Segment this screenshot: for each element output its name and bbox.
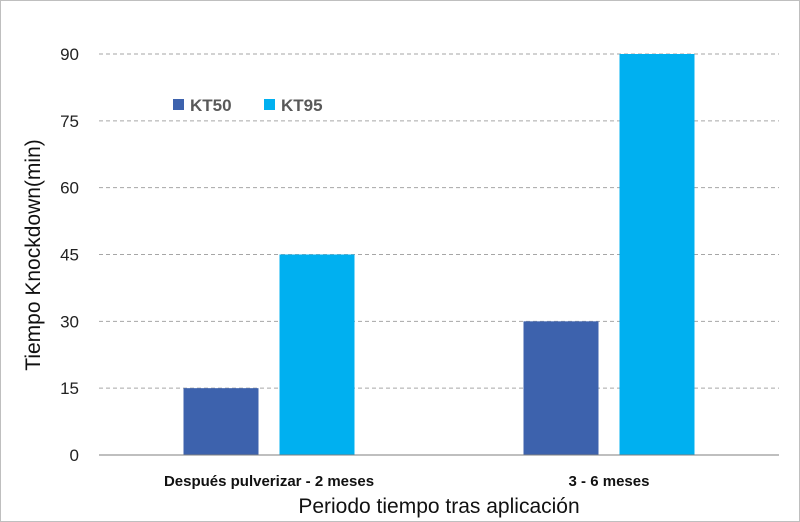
x-axis-title: Periodo tiempo tras aplicación bbox=[298, 495, 579, 518]
y-tick-labels: 0 15 30 45 60 75 90 bbox=[60, 45, 79, 465]
y-axis-title: Tiempo Knockdown(min) bbox=[22, 139, 45, 370]
y-tick-label: 30 bbox=[60, 312, 79, 331]
gridlines bbox=[99, 53, 779, 389]
y-tick-label: 0 bbox=[70, 446, 79, 465]
legend-swatch-kt95 bbox=[264, 99, 275, 110]
y-tick-label: 45 bbox=[60, 246, 79, 265]
x-category-label: Después pulverizar - 2 meses bbox=[164, 473, 374, 490]
bar-kt50-1 bbox=[183, 388, 259, 455]
bar-kt50-2 bbox=[523, 321, 599, 455]
bar-kt95-2 bbox=[619, 54, 695, 455]
y-tick-label: 60 bbox=[60, 179, 79, 198]
y-tick-label: 75 bbox=[60, 112, 79, 131]
x-category-labels: Después pulverizar - 2 meses 3 - 6 meses bbox=[164, 473, 650, 490]
y-tick-label: 15 bbox=[60, 379, 79, 398]
legend: KT50 KT95 bbox=[173, 96, 323, 115]
legend-label-kt95: KT95 bbox=[281, 96, 323, 115]
bar-kt95-1 bbox=[279, 254, 355, 455]
y-tick-label: 90 bbox=[60, 45, 79, 64]
legend-label-kt50: KT50 bbox=[190, 96, 232, 115]
legend-swatch-kt50 bbox=[173, 99, 184, 110]
bars bbox=[183, 54, 695, 455]
x-category-label: 3 - 6 meses bbox=[569, 473, 650, 490]
